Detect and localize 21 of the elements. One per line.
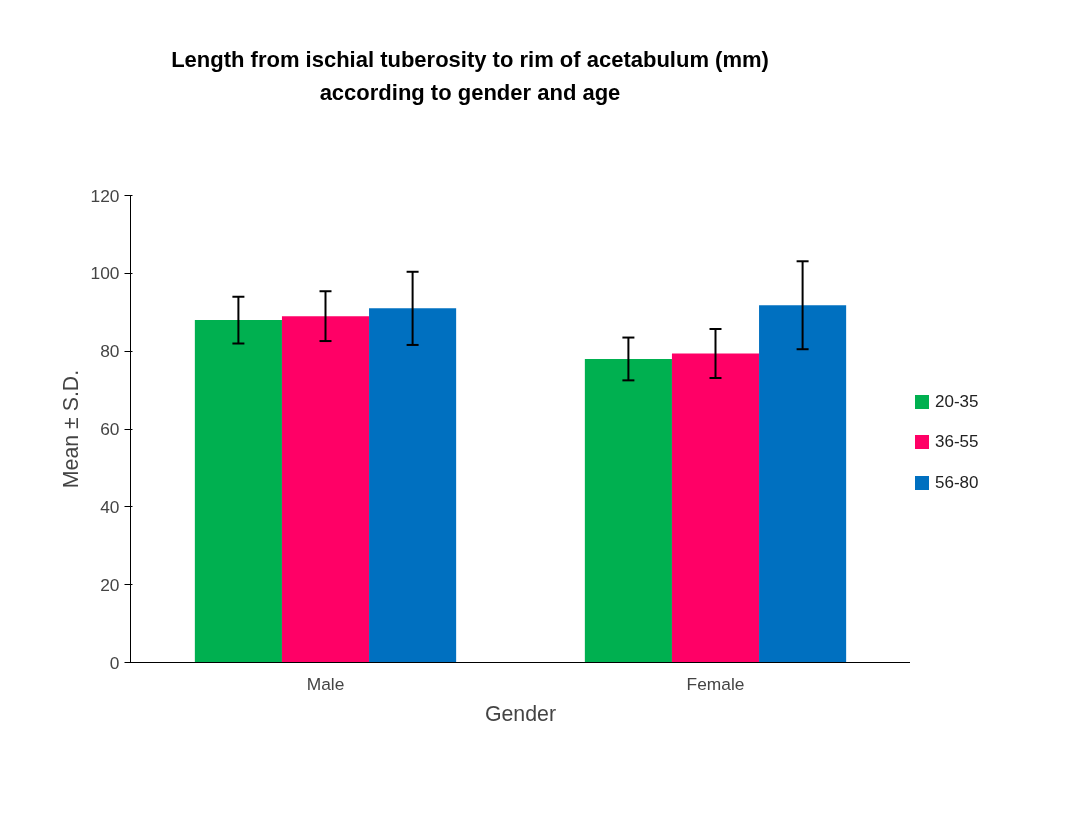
x-tick-label: Female — [686, 673, 745, 694]
bar — [281, 316, 370, 663]
y-tick-label: 100 — [90, 263, 120, 284]
y-tick-label: 120 — [90, 185, 120, 206]
bar — [584, 358, 672, 663]
y-tick-label: 40 — [100, 496, 120, 517]
y-tick-label: 60 — [100, 419, 120, 439]
legend-label: 56-80 — [935, 471, 979, 494]
y-axis-title: Mean ± S.D. — [58, 369, 83, 489]
legend-label: 20-35 — [935, 391, 979, 413]
x-tick-label: Male — [306, 673, 345, 694]
y-tick-label: 0 — [109, 652, 120, 673]
bar — [671, 353, 760, 663]
chart-title: Length from ischial tuberosity to rim of acetabulum (mm) according to gender and age — [171, 46, 769, 107]
legend-label: 36-55 — [935, 431, 979, 454]
y-tick-label: 80 — [100, 341, 120, 362]
x-axis-title: Gender — [484, 701, 557, 726]
bar — [759, 305, 847, 663]
bar — [194, 320, 282, 663]
bar — [369, 308, 457, 663]
y-tick-label: 20 — [100, 574, 120, 595]
